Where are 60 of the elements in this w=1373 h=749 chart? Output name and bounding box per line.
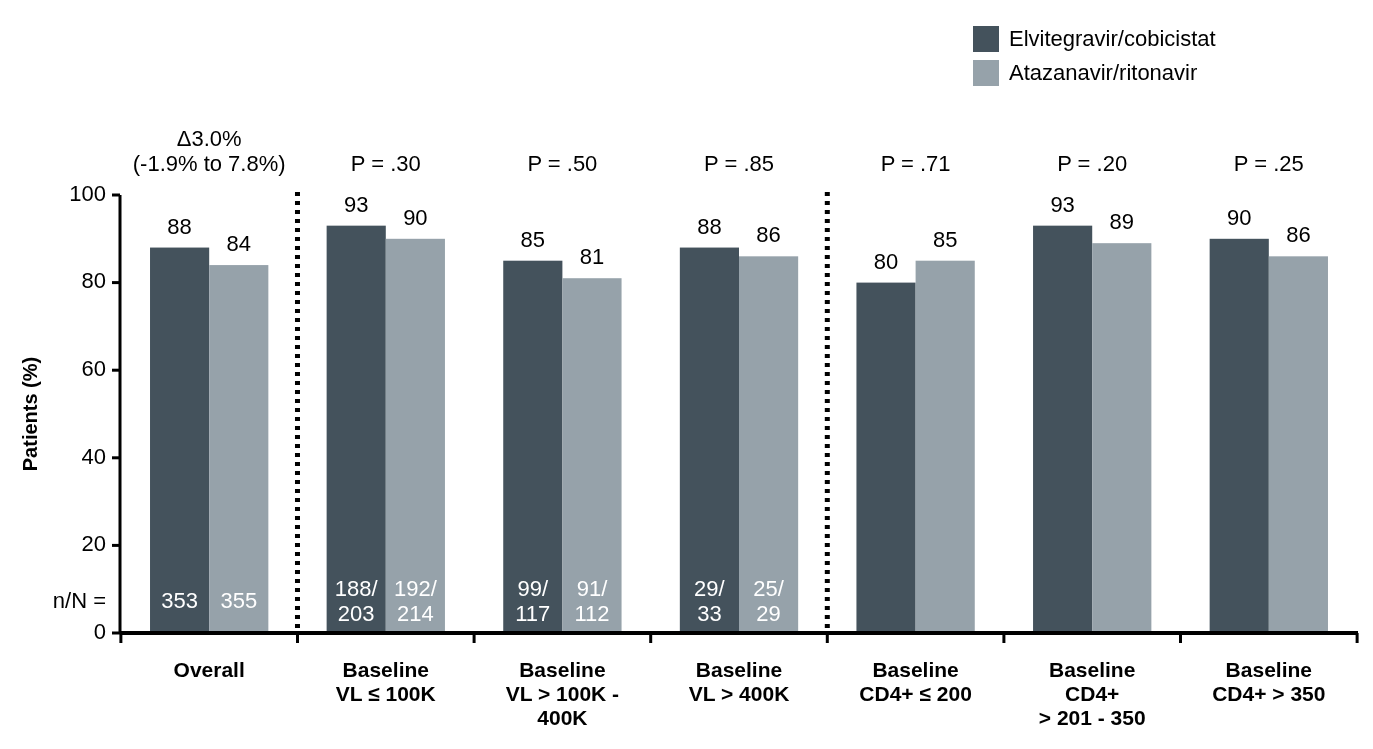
- data-label: 89: [1109, 209, 1135, 235]
- annotation: 353: [161, 588, 198, 614]
- bar: [679, 247, 739, 633]
- data-label: 93: [343, 191, 369, 217]
- y-tick-label: 0: [93, 618, 106, 644]
- bar: [1033, 225, 1093, 633]
- legend-label: Elvitegravir/cobicistat: [1009, 25, 1216, 51]
- y-tick-label: 60: [81, 356, 106, 382]
- annotation: 99/ 117: [515, 575, 551, 626]
- data-label: 86: [756, 222, 781, 248]
- y-axis-title: Patients (%): [19, 356, 42, 472]
- bar: [503, 260, 563, 633]
- legend-label: Atazanavir/ritonavir: [1009, 59, 1198, 85]
- text: P = .30: [350, 150, 421, 176]
- bar: [209, 265, 269, 633]
- text: P = .20: [1057, 150, 1128, 176]
- text: P = .50: [527, 150, 598, 176]
- text: P = .85: [704, 150, 774, 176]
- annotation: 91/ 112: [574, 575, 610, 626]
- text: Δ3.0% (-1.9% to 7.8%): [132, 125, 286, 176]
- data-label: 85: [932, 226, 958, 252]
- bar: [385, 238, 445, 633]
- data-label: 81: [579, 244, 605, 270]
- bar: [150, 247, 210, 633]
- x-tick-label: Baseline VL > 100K - 400K: [505, 657, 620, 729]
- data-label: 90: [403, 204, 428, 230]
- data-label: 88: [697, 213, 722, 239]
- annotation: 192/ 214: [393, 575, 438, 626]
- annotation: 25/ 29: [753, 575, 785, 626]
- y-tick-label: 20: [81, 531, 106, 557]
- annotation: 355: [220, 588, 258, 614]
- data-label: 86: [1286, 222, 1311, 248]
- x-tick-label: Baseline CD4+ > 350: [1212, 657, 1326, 705]
- x-tick-label: Baseline CD4+ ≤ 200: [859, 657, 972, 705]
- data-label: 90: [1226, 204, 1252, 230]
- bar: [326, 225, 386, 633]
- bar: [562, 278, 622, 633]
- bar: [1209, 238, 1269, 633]
- bar: [1268, 256, 1328, 633]
- data-label: 85: [520, 226, 546, 252]
- text: P = .25: [1233, 150, 1304, 176]
- bar: [856, 282, 916, 633]
- y-tick-label: 40: [81, 443, 106, 469]
- data-label: 93: [1050, 191, 1075, 217]
- y-tick-label: 80: [81, 268, 106, 294]
- y-tick-label: 100: [69, 180, 106, 206]
- bar: [739, 256, 799, 633]
- x-tick-label: Overall: [173, 657, 245, 681]
- text: n/N =: [52, 588, 106, 614]
- data-label: 88: [167, 213, 192, 239]
- x-tick-label: Baseline CD4+ > 201 - 350: [1038, 657, 1146, 729]
- bar: [1092, 243, 1152, 633]
- text: P = .71: [880, 150, 951, 176]
- data-label: 84: [226, 231, 252, 257]
- annotation: 29/ 33: [694, 575, 726, 626]
- x-tick-label: Baseline VL ≤ 100K: [335, 657, 436, 705]
- annotation: 188/ 203: [334, 575, 379, 626]
- x-tick-label: Baseline VL > 400K: [688, 657, 790, 705]
- data-label: 80: [873, 248, 899, 274]
- bar: [915, 260, 975, 633]
